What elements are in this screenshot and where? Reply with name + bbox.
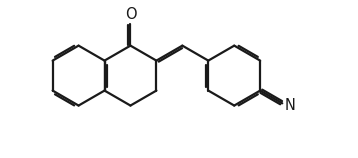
Text: O: O	[125, 7, 136, 22]
Text: N: N	[285, 97, 295, 112]
